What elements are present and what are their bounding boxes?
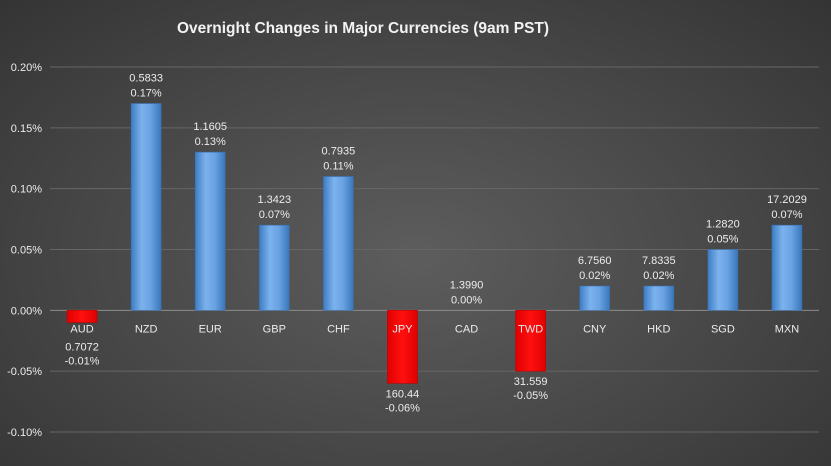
category-label: EUR bbox=[199, 323, 222, 335]
rate-label: 6.7560 bbox=[578, 255, 612, 267]
category-label: SGD bbox=[711, 323, 735, 335]
category-label: AUD bbox=[70, 323, 93, 335]
value-label: 0.07% bbox=[771, 209, 802, 221]
bar-gbp bbox=[258, 224, 290, 311]
rate-label: 0.7935 bbox=[322, 146, 356, 158]
bar-cny bbox=[579, 285, 611, 311]
category-label: CNY bbox=[583, 323, 607, 335]
value-label: 0.11% bbox=[323, 161, 354, 173]
rate-label: 1.3423 bbox=[257, 194, 291, 206]
y-tick-label: 0.20% bbox=[11, 62, 42, 74]
bar-sgd bbox=[707, 249, 739, 311]
category-label: CAD bbox=[455, 323, 478, 335]
y-tick-label: 0.15% bbox=[11, 123, 42, 135]
rate-label: 0.7072 bbox=[65, 341, 99, 353]
value-label: -0.05% bbox=[513, 390, 548, 402]
rate-label: 1.1605 bbox=[193, 121, 227, 133]
value-label: 0.17% bbox=[131, 88, 162, 100]
value-label: -0.01% bbox=[65, 355, 100, 367]
value-label: 0.00% bbox=[451, 294, 482, 306]
rate-label: 160.44 bbox=[386, 388, 420, 400]
bar-jpy bbox=[387, 310, 418, 384]
rate-label: 7.8335 bbox=[642, 255, 676, 267]
y-tick-label: 0.10% bbox=[11, 184, 42, 196]
gridlines bbox=[50, 66, 819, 433]
bar-chf bbox=[323, 176, 354, 311]
value-label: 0.02% bbox=[579, 270, 610, 282]
bar-twd bbox=[515, 310, 546, 372]
bar-eur bbox=[194, 151, 226, 311]
rate-label: 1.2820 bbox=[706, 219, 740, 231]
y-tick-label: 0.05% bbox=[11, 245, 42, 257]
value-label: 0.02% bbox=[643, 270, 674, 282]
category-label: GBP bbox=[263, 323, 286, 335]
rate-label: 1.3990 bbox=[450, 279, 484, 291]
rate-label: 31.559 bbox=[514, 376, 548, 388]
bar-mxn bbox=[771, 224, 803, 311]
value-label: 0.05% bbox=[707, 234, 738, 246]
category-label: HKD bbox=[647, 323, 670, 335]
bar-aud bbox=[66, 310, 98, 323]
rate-label: 0.5833 bbox=[129, 73, 163, 85]
category-label: JPY bbox=[392, 323, 413, 335]
y-tick-label: 0.00% bbox=[11, 305, 42, 317]
category-label: CHF bbox=[327, 323, 350, 335]
value-label: 0.07% bbox=[259, 209, 290, 221]
value-label: 0.13% bbox=[195, 136, 226, 148]
value-label: -0.06% bbox=[385, 402, 420, 414]
labels: AUD 0.7072 -0.01% NZD 0.5833 0.17% EUR 1.1605 0.… bbox=[65, 73, 807, 415]
y-tick-label: -0.05% bbox=[7, 366, 42, 378]
chart-title: Overnight Changes in Major Currencies (9… bbox=[177, 20, 549, 37]
category-label: MXN bbox=[775, 323, 800, 335]
bar-nzd bbox=[130, 103, 162, 311]
category-label: NZD bbox=[135, 323, 158, 335]
rate-label: 17.2029 bbox=[767, 194, 807, 206]
y-axis-ticks: 0.20% 0.15% 0.10% 0.05% 0.00% -0.05% -0.10% bbox=[7, 62, 42, 439]
category-label: TWD bbox=[518, 323, 543, 335]
bars bbox=[66, 103, 803, 384]
y-tick-label: -0.10% bbox=[7, 427, 42, 439]
bar-hkd bbox=[643, 285, 675, 311]
